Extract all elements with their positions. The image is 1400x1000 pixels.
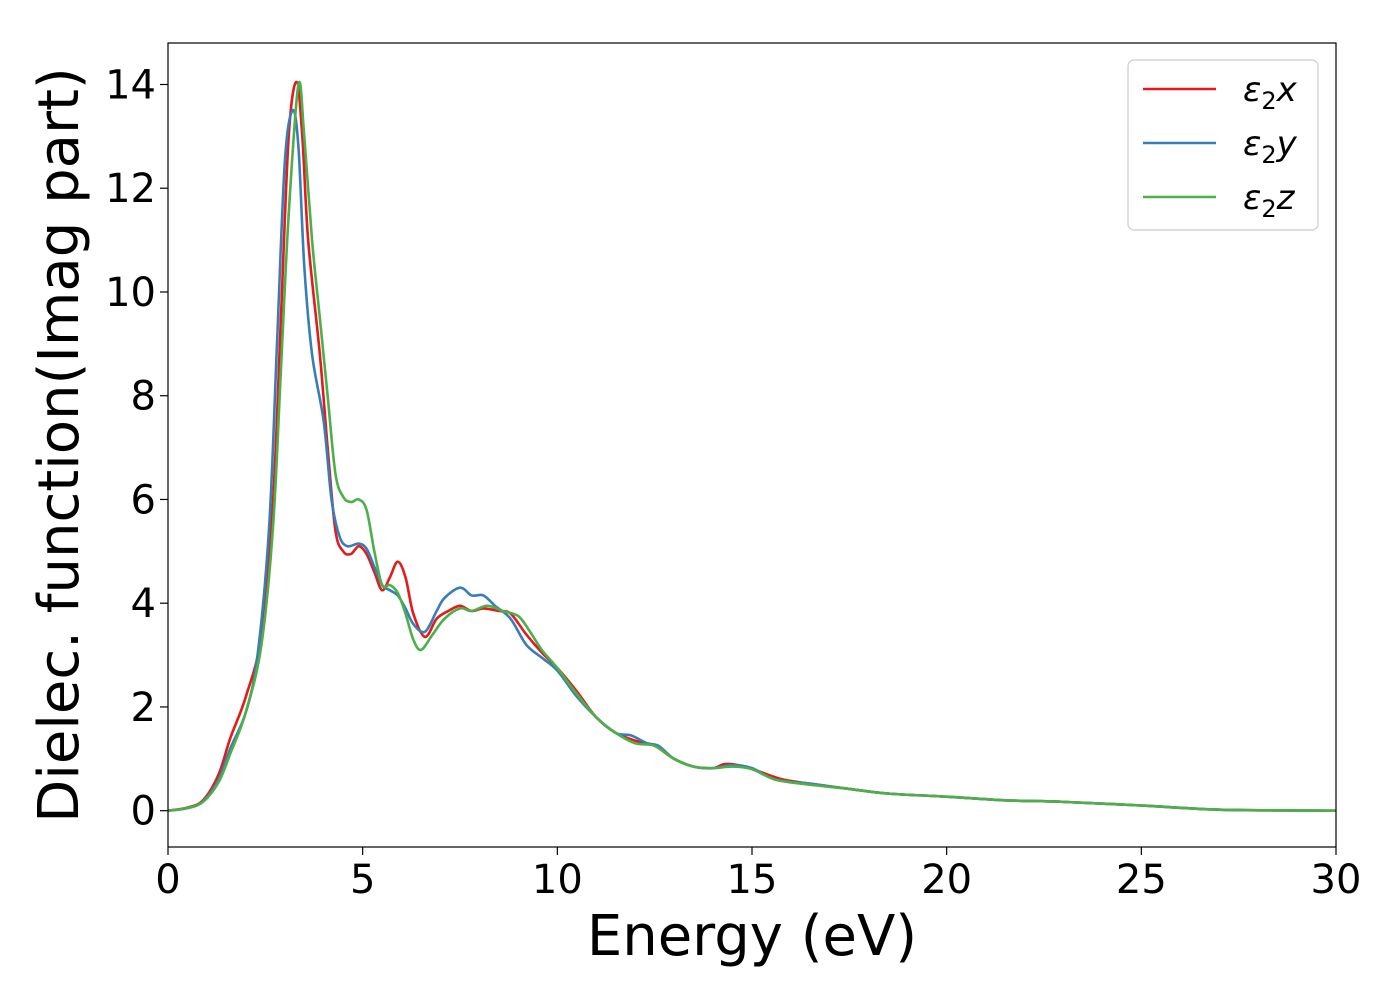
legend-label-y: ε2y [1243,124,1298,169]
y-tick-label: 2 [131,685,156,731]
x-tick-label: 15 [727,857,778,903]
legend-box [1127,59,1319,231]
x-tick-label: 20 [921,857,972,903]
x-axis-label: Energy (eV) [587,904,917,969]
x-tick-label: 0 [155,857,180,903]
series-layer [168,80,1336,812]
y-tick-label: 6 [131,477,156,523]
y-tick-label: 10 [105,270,156,316]
x-tick-label: 30 [1311,857,1362,903]
x-tick-label: 10 [532,857,583,903]
y-tick-label: 14 [105,62,156,108]
legend-label-z: ε2z [1243,178,1296,223]
legend: ε2x ε2y ε2z [1127,59,1319,231]
y-axis: 0 2 4 6 8 10 12 14 [105,62,168,835]
series-line-x [168,80,1336,812]
x-tick-label: 25 [1116,857,1167,903]
x-axis: 0 5 10 15 20 25 30 [155,847,1361,903]
y-axis-label: Dielec. function(Imag part) [27,67,92,823]
y-tick-label: 4 [131,581,156,627]
y-tick-label: 8 [131,374,156,420]
series-line-z [168,80,1336,812]
legend-label-x: ε2x [1243,70,1298,115]
y-tick-label: 0 [131,789,156,835]
y-tick-label: 12 [105,166,156,212]
x-tick-label: 5 [350,857,375,903]
